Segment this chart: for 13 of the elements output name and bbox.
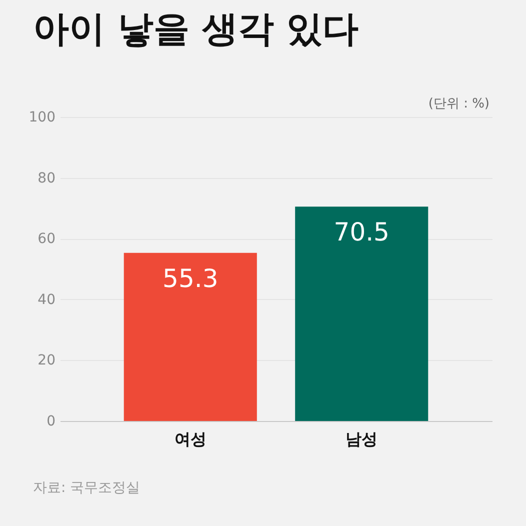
text: 자료: 국무조정실 <box>33 480 140 496</box>
y-tick-label: 40 <box>38 292 56 308</box>
y-tick-label: 100 <box>28 110 56 126</box>
y-tick-label: 0 <box>46 414 56 430</box>
chart-title: 아이 낳을 생각 있다 <box>33 9 359 50</box>
data-label: 55.3 <box>162 264 218 293</box>
y-tick-label: 80 <box>38 170 56 186</box>
y-tick-label: 20 <box>38 352 56 369</box>
data-label: 70.5 <box>334 218 390 247</box>
y-tick-label: 60 <box>38 231 56 248</box>
x-tick-label: 여성 <box>174 430 206 448</box>
x-tick-label: 남성 <box>346 430 378 448</box>
y-axis-title: (단위 : %) <box>428 96 490 112</box>
